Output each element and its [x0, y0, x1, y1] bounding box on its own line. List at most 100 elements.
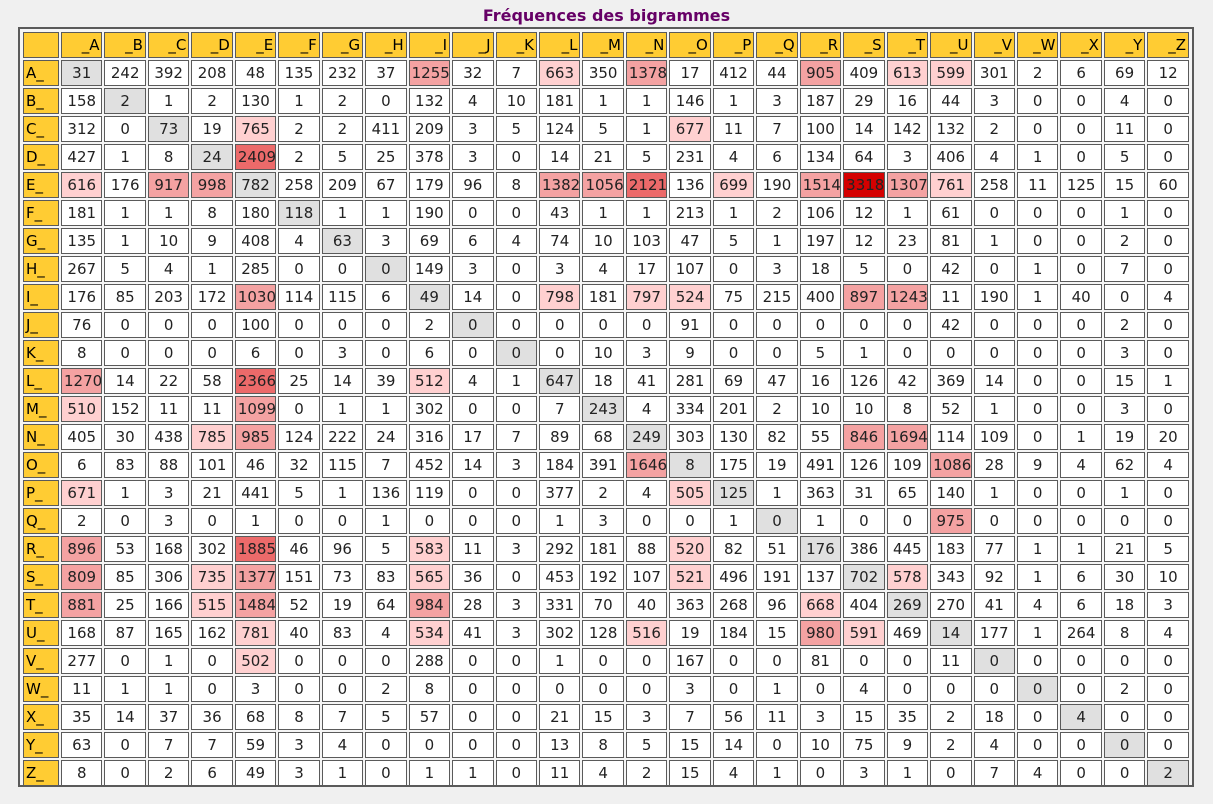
diagonal-cell: 4 [1060, 704, 1102, 730]
frequency-cell: 3 [495, 536, 537, 562]
frequency-cell: 8 [886, 396, 929, 422]
frequency-cell: 132 [930, 116, 972, 142]
frequency-cell: 0 [1016, 116, 1059, 142]
row-header: K_ [23, 340, 59, 366]
frequency-cell: 176 [61, 284, 103, 310]
frequency-cell: 1 [147, 200, 190, 226]
frequency-cell: 35 [61, 704, 103, 730]
frequency-cell: 0 [1147, 116, 1189, 142]
frequency-cell: 130 [712, 424, 755, 450]
frequency-cell: 7 [756, 116, 798, 142]
frequency-cell: 55 [799, 424, 842, 450]
frequency-cell: 0 [538, 340, 581, 366]
frequency-cell: 406 [930, 144, 972, 170]
frequency-cell: 0 [278, 340, 320, 366]
frequency-cell: 74 [538, 228, 581, 254]
frequency-cell: 28 [973, 452, 1015, 478]
frequency-cell: 59 [234, 732, 277, 758]
frequency-cell: 126 [843, 368, 885, 394]
frequency-cell: 0 [1016, 704, 1059, 730]
frequency-cell: 1 [712, 88, 755, 114]
table-row: Q_ 2 0 3 0 1 0 0 1 0 0 0 1 3 0 0 1 0 1 0 0 975 0 0 0 0 0 [23, 508, 1189, 534]
frequency-cell: 1 [104, 200, 146, 226]
row-header: C_ [23, 116, 59, 142]
frequency-cell: 668 [799, 592, 842, 618]
frequency-cell: 83 [104, 452, 146, 478]
frequency-cell: 15 [1103, 368, 1146, 394]
frequency-cell: 4 [321, 732, 364, 758]
frequency-cell: 51 [756, 536, 798, 562]
frequency-cell: 0 [495, 284, 537, 310]
diagonal-cell: 73 [147, 116, 190, 142]
frequency-cell: 1 [1016, 536, 1059, 562]
frequency-cell: 1 [365, 396, 407, 422]
frequency-cell: 1 [712, 508, 755, 534]
frequency-cell: 302 [408, 396, 451, 422]
frequency-cell: 1 [756, 480, 798, 506]
frequency-cell: 1 [1147, 368, 1189, 394]
frequency-cell: 2 [756, 200, 798, 226]
frequency-cell: 0 [1147, 312, 1189, 338]
frequency-cell: 17 [669, 60, 711, 86]
frequency-cell: 438 [147, 424, 190, 450]
frequency-cell: 0 [1103, 508, 1146, 534]
frequency-cell: 109 [973, 424, 1015, 450]
frequency-cell: 0 [625, 648, 668, 674]
frequency-cell: 0 [408, 732, 451, 758]
frequency-cell: 5 [1103, 144, 1146, 170]
table-row: N_ 405 30 438 785 985 124 222 24 316 17 7 89 68 249 303… [23, 424, 1189, 450]
frequency-cell: 36 [452, 564, 494, 590]
frequency-cell: 386 [843, 536, 885, 562]
frequency-cell: 4 [1016, 592, 1059, 618]
diagonal-cell: 0 [756, 508, 798, 534]
frequency-cell: 524 [669, 284, 711, 310]
frequency-cell: 6 [1060, 592, 1102, 618]
frequency-cell: 8 [61, 760, 103, 786]
frequency-cell: 578 [886, 564, 929, 590]
diagonal-cell: 118 [278, 200, 320, 226]
frequency-cell: 151 [278, 564, 320, 590]
frequency-cell: 411 [365, 116, 407, 142]
table-row: X_ 35 14 37 36 68 8 7 5 57 0 0 21 15 3 7 56 11 3 15 35 2 18 0 4 0… [23, 704, 1189, 730]
frequency-cell: 0 [973, 312, 1015, 338]
frequency-cell: 2 [278, 144, 320, 170]
frequency-cell: 0 [1016, 368, 1059, 394]
frequency-cell: 671 [61, 480, 103, 506]
frequency-cell: 0 [104, 732, 146, 758]
frequency-cell: 0 [582, 312, 624, 338]
frequency-cell: 2 [147, 760, 190, 786]
frequency-cell: 96 [452, 172, 494, 198]
frequency-cell: 1 [756, 760, 798, 786]
diagonal-cell: 249 [625, 424, 668, 450]
frequency-cell: 0 [495, 144, 537, 170]
frequency-cell: 0 [321, 312, 364, 338]
frequency-cell: 1885 [234, 536, 277, 562]
frequency-cell: 0 [1060, 88, 1102, 114]
frequency-cell: 2 [1016, 60, 1059, 86]
frequency-cell: 1514 [799, 172, 842, 198]
frequency-cell: 0 [495, 480, 537, 506]
diagonal-cell: 0 [1103, 732, 1146, 758]
frequency-cell: 1 [495, 368, 537, 394]
frequency-cell: 505 [669, 480, 711, 506]
frequency-cell: 3318 [843, 172, 885, 198]
frequency-cell: 2 [1103, 676, 1146, 702]
frequency-cell: 1 [538, 508, 581, 534]
frequency-cell: 3 [1103, 396, 1146, 422]
frequency-cell: 100 [799, 116, 842, 142]
column-header: _P [712, 32, 755, 58]
frequency-cell: 87 [104, 620, 146, 646]
frequency-cell: 302 [538, 620, 581, 646]
frequency-cell: 4 [973, 144, 1015, 170]
row-header: L_ [23, 368, 59, 394]
frequency-cell: 0 [104, 760, 146, 786]
frequency-cell: 132 [408, 88, 451, 114]
frequency-cell: 441 [234, 480, 277, 506]
frequency-cell: 4 [495, 228, 537, 254]
frequency-cell: 0 [147, 340, 190, 366]
frequency-cell: 303 [669, 424, 711, 450]
frequency-cell: 4 [1060, 452, 1102, 478]
frequency-cell: 181 [61, 200, 103, 226]
frequency-cell: 1 [321, 760, 364, 786]
frequency-cell: 15 [1103, 172, 1146, 198]
